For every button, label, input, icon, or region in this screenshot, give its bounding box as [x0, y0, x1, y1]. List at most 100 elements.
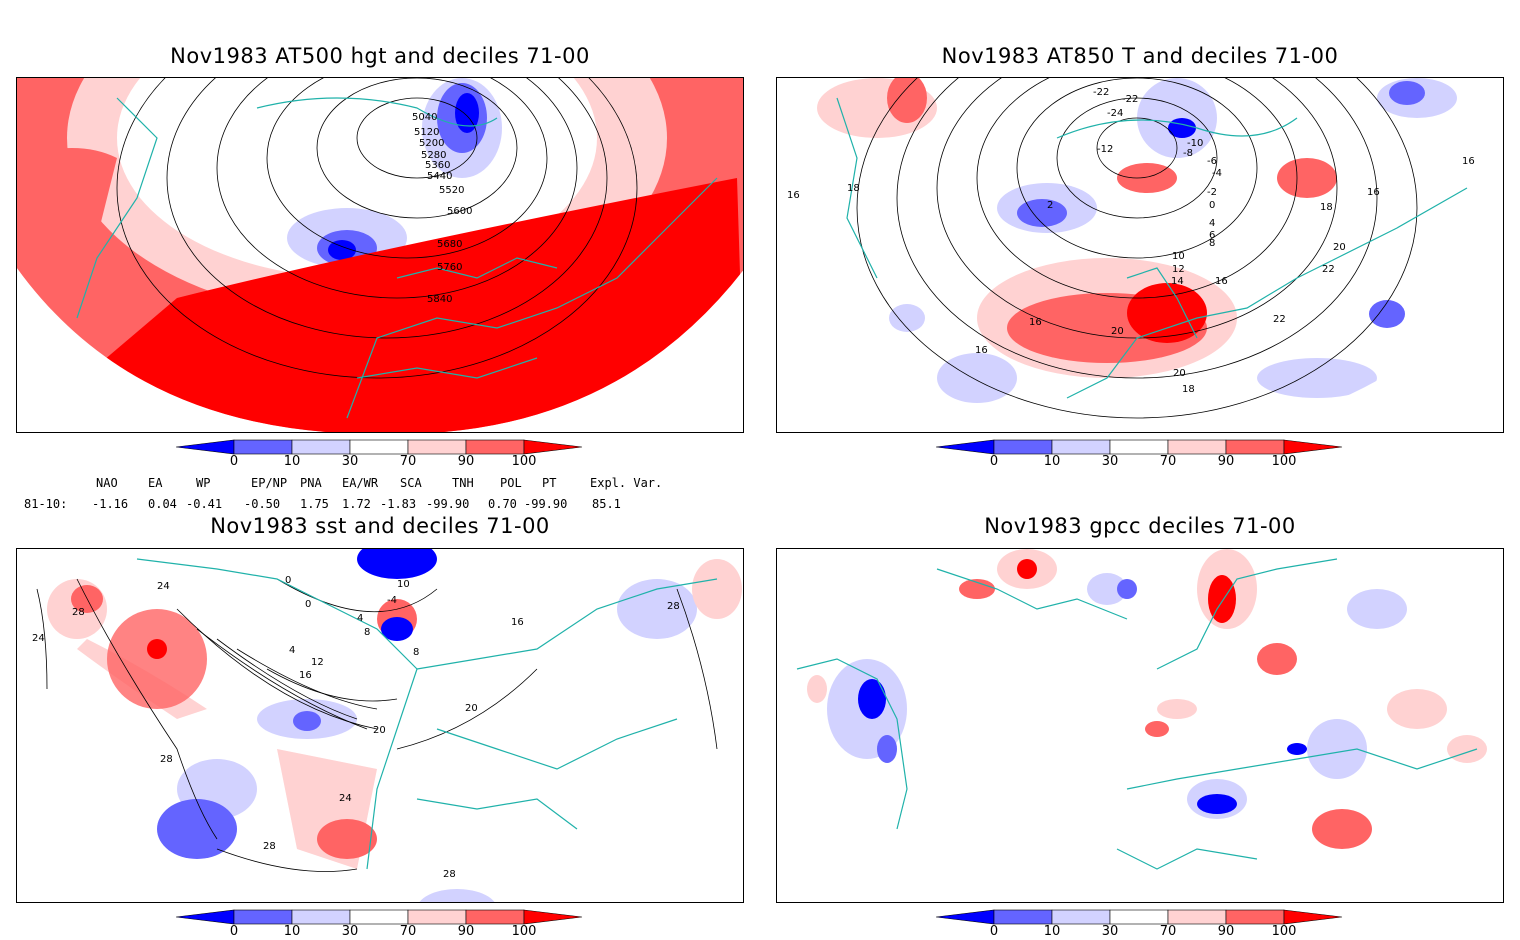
title-bottom-right: Nov1983 gpcc deciles 71-00	[984, 514, 1296, 538]
colorbar-bin	[1167, 909, 1227, 925]
index-header: WP	[196, 476, 211, 490]
contour-label: 8	[1209, 238, 1215, 249]
title-top-left: Nov1983 AT500 hgt and deciles 71-00	[170, 44, 590, 68]
contour-label: 5120	[414, 127, 439, 138]
colorbar-label: 30	[341, 454, 359, 469]
colorbar-label: 0	[989, 924, 999, 939]
contour-label: 20	[373, 725, 386, 736]
colorbar-swatches	[175, 439, 583, 455]
colorbar-bin	[1109, 909, 1169, 925]
colorbar-bin	[291, 439, 351, 455]
contour-label: 16	[1367, 187, 1380, 198]
colorbar-bin	[993, 909, 1053, 925]
contour-label: 5440	[427, 171, 452, 182]
contour-label: 18	[1182, 384, 1195, 395]
contour-label: 10	[1172, 251, 1185, 262]
colorbar-label: 70	[399, 924, 417, 939]
contour-label: 5280	[421, 150, 446, 161]
colorbar-bin	[233, 439, 293, 455]
map-z500-svg: 5040 5120 5200 5280 5360 5440 5520 5600 …	[17, 78, 743, 432]
colorbar-bin	[1051, 439, 1111, 455]
index-header: PT	[542, 476, 557, 490]
contour-label: 16	[299, 670, 312, 681]
colorbar-swatches	[935, 439, 1343, 455]
colorbar-arrow-low	[175, 439, 235, 455]
index-header: Expl. Var.	[590, 476, 663, 490]
title-top-right: Nov1983 AT850 T and deciles 71-00	[941, 44, 1339, 68]
colorbar-label: 90	[1217, 924, 1235, 939]
contour-label: 5840	[427, 294, 452, 305]
contour-label: -22	[1122, 94, 1138, 105]
index-header: TNH	[452, 476, 474, 490]
colorbar-arrow-low	[935, 909, 995, 925]
contour-label: 16	[1462, 156, 1475, 167]
map-gpcc	[776, 548, 1504, 903]
contour-label: -8	[1183, 148, 1193, 159]
teleconnection-index-table: NAO EA WP EP/NP PNA EA/WR SCA TNH POL PT…	[0, 476, 700, 516]
index-value: -99.90	[524, 497, 568, 511]
colorbar-bin	[1109, 439, 1169, 455]
colorbar-top-right: 0 10 30 70 90 100	[935, 438, 1346, 478]
colorbar-label: 70	[399, 454, 417, 469]
colorbar-bin	[349, 909, 409, 925]
map-z500: 5040 5120 5200 5280 5360 5440 5520 5600 …	[16, 77, 744, 433]
z500-contour-labels: 5040 5120 5200 5280 5360 5440 5520 5600 …	[412, 112, 472, 305]
colorbar-label: 90	[457, 454, 475, 469]
colorbar-bin	[291, 909, 351, 925]
colorbar-label: 10	[283, 924, 301, 939]
contour-label: 28	[72, 607, 85, 618]
contour-label: 6	[1209, 230, 1215, 241]
index-header: NAO	[96, 476, 118, 490]
contour-label: 28	[667, 601, 680, 612]
colorbar-bottom-right: 0 10 30 70 90 100	[935, 908, 1346, 940]
contour-label: 5040	[412, 112, 437, 123]
colorbar-bin	[407, 439, 467, 455]
contour-label: 0	[285, 575, 291, 586]
contour-label: -6	[1207, 156, 1217, 167]
index-header: EA/WR	[342, 476, 379, 490]
contour-label: 4	[357, 613, 363, 624]
contour-label: 16	[787, 190, 800, 201]
colorbar-arrow-low	[175, 909, 235, 925]
contour-label: 2	[1047, 200, 1053, 211]
contour-label: 8	[413, 647, 419, 658]
index-header: EP/NP	[251, 476, 288, 490]
colorbar-label: 100	[1271, 924, 1297, 939]
colorbar-label: 30	[341, 924, 359, 939]
contour-label: 5360	[425, 160, 450, 171]
contour-label: 12	[311, 657, 324, 668]
colorbar-label: 90	[1217, 454, 1235, 469]
map-sst: 28 24 24 0 0 -4 4 4 8 8 10 12 16 16 20 2…	[16, 548, 744, 903]
colorbar-top-left: 0 10 30 70 90 100	[175, 438, 586, 478]
colorbar-label: 0	[989, 454, 999, 469]
colorbar-bin	[1225, 909, 1285, 925]
index-value: -1.16	[92, 497, 129, 511]
colorbar-label: 10	[1043, 924, 1061, 939]
contour-label: 18	[1320, 202, 1333, 213]
colorbar-bin	[1225, 439, 1285, 455]
index-value: 1.72	[342, 497, 371, 511]
colorbar-arrow-high	[523, 439, 583, 455]
contour-label: 20	[1173, 368, 1186, 379]
contour-label: -12	[1097, 144, 1113, 155]
contour-label: -4	[1212, 168, 1222, 179]
colorbar-label: 30	[1101, 454, 1119, 469]
contour-label: 12	[1172, 264, 1185, 275]
contour-label: 22	[1322, 264, 1335, 275]
colorbar-bin	[993, 439, 1053, 455]
colorbar-label: 10	[1043, 454, 1061, 469]
t850-contour-labels: -22 -22 -24 -12 -10 -8 -6 -4 -2 0 2 4 6 …	[787, 87, 1475, 395]
colorbar-arrow-high	[1283, 439, 1343, 455]
contour-label: 14	[1171, 276, 1184, 287]
contour-label: -4	[387, 595, 397, 606]
colorbar-arrow-high	[523, 909, 583, 925]
contour-label: -10	[1187, 138, 1203, 149]
colorbar-swatches	[935, 909, 1343, 925]
colorbar-bin	[349, 439, 409, 455]
contour-label: 5680	[437, 239, 462, 250]
index-value: -1.83	[380, 497, 417, 511]
contour-label: 18	[847, 183, 860, 194]
colorbar-label: 30	[1101, 924, 1119, 939]
map-t850-svg: -22 -22 -24 -12 -10 -8 -6 -4 -2 0 2 4 6 …	[777, 78, 1503, 432]
index-value: -99.90	[426, 497, 470, 511]
